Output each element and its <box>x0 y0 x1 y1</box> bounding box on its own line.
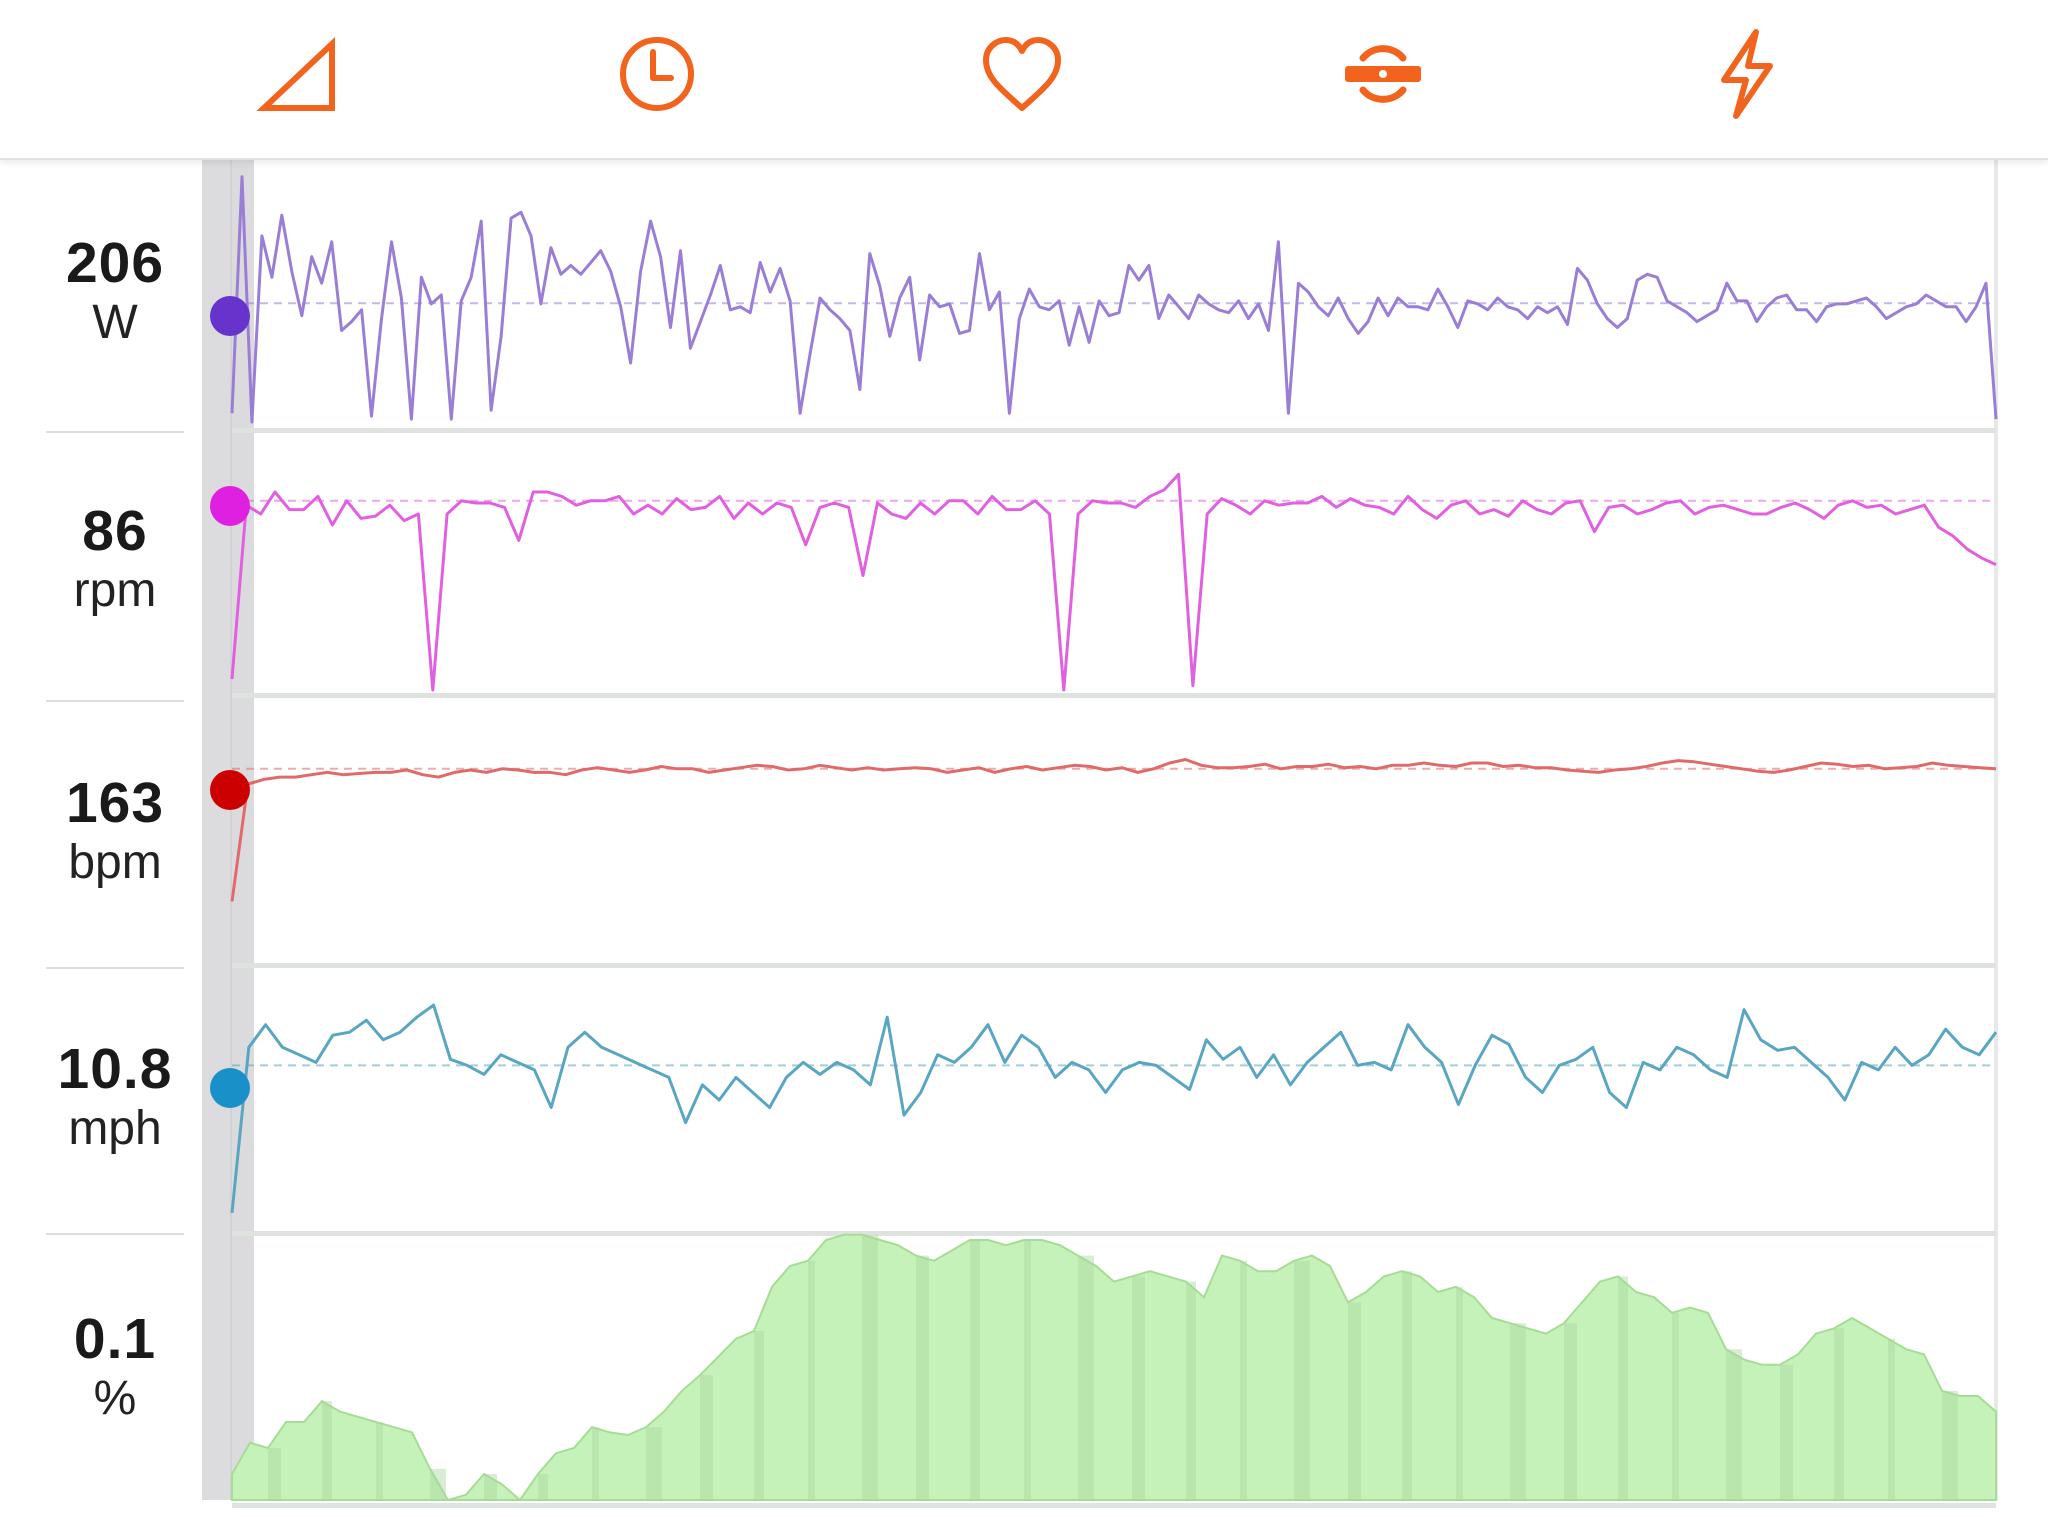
grade-bar <box>970 1240 980 1500</box>
elevation-tab[interactable] <box>228 14 368 134</box>
heart-icon <box>983 37 1061 111</box>
scrubber-track <box>202 160 232 1500</box>
grade-bar <box>700 1375 713 1500</box>
metric-cadence: 86 rpm <box>0 500 230 620</box>
grade-area <box>231 1233 1997 1502</box>
panel-separator <box>232 693 1996 698</box>
metric-speed: 10.8 mph <box>0 1038 230 1158</box>
grade-bar <box>1672 1312 1679 1500</box>
cadence-marker-dot <box>210 486 250 526</box>
divider <box>46 967 184 969</box>
grade-bar <box>1456 1286 1463 1500</box>
grade-bar <box>916 1255 929 1500</box>
grade-bar <box>538 1474 548 1500</box>
grade-bar <box>376 1422 383 1500</box>
divider <box>46 431 184 433</box>
power-marker-dot <box>210 296 250 336</box>
grade-bar <box>322 1401 332 1500</box>
grade-bar <box>1726 1349 1742 1500</box>
speed-marker-dot <box>210 1068 250 1108</box>
grade-bar <box>646 1427 662 1500</box>
grade-bar <box>1024 1240 1031 1500</box>
grade-bar <box>1240 1260 1247 1500</box>
panel-separator <box>232 1503 1996 1508</box>
divider <box>46 1233 184 1235</box>
cadence-tab[interactable] <box>1313 14 1453 134</box>
grade-bar <box>754 1331 764 1500</box>
grade-bar <box>1078 1255 1094 1500</box>
grade-bar <box>1510 1323 1526 1500</box>
panel-separator <box>232 428 1996 433</box>
heart-rate-tab[interactable] <box>952 14 1092 134</box>
grade-bar <box>808 1260 815 1500</box>
power-line <box>230 175 1998 424</box>
grade-bar <box>862 1234 878 1500</box>
power-unit: W <box>92 296 138 349</box>
cadence-line <box>230 472 1997 692</box>
elevation-icon <box>256 37 335 111</box>
heart_rate-marker-dot <box>210 770 250 810</box>
grade-bar <box>1834 1328 1844 1500</box>
metric-labels: 206 W 86 rpm 163 bpm 10.8 mph 0.1 % <box>0 160 200 1500</box>
grade-bar <box>268 1448 281 1500</box>
heart-rate-unit: bpm <box>68 836 162 889</box>
grade-bar <box>1132 1276 1145 1500</box>
metric-grade: 0.1 % <box>0 1308 230 1428</box>
speed-unit: mph <box>68 1102 162 1155</box>
power-icon <box>1721 29 1773 119</box>
grade-bar <box>1402 1271 1412 1500</box>
cadence-value: 86 <box>82 499 148 563</box>
grade-unit: % <box>93 1372 137 1425</box>
heart_rate-line <box>230 758 1997 902</box>
grade-bar <box>1564 1323 1577 1500</box>
grade-bar <box>484 1474 497 1500</box>
grade-bar <box>1942 1390 1958 1500</box>
grade-bar <box>1780 1364 1793 1500</box>
cadence-icon <box>1345 45 1421 103</box>
grade-bar <box>1294 1260 1310 1500</box>
speed-line <box>230 1003 1998 1214</box>
power-tab[interactable] <box>1676 14 1816 134</box>
divider <box>46 700 184 702</box>
grade-bar <box>430 1468 446 1500</box>
chart-right-border <box>1994 160 1998 1500</box>
grade-bar <box>592 1427 599 1500</box>
cadence-unit: rpm <box>73 564 157 617</box>
heart-rate-value: 163 <box>65 771 165 835</box>
time-tab[interactable] <box>587 14 727 134</box>
grade-value: 0.1 <box>73 1307 157 1371</box>
grade-bar <box>1888 1338 1895 1500</box>
grade-bar <box>1618 1276 1628 1500</box>
toolbar <box>0 0 2048 160</box>
metric-power: 206 W <box>0 232 230 352</box>
speed-value: 10.8 <box>57 1037 173 1101</box>
power-value: 206 <box>65 231 165 295</box>
panel-separator <box>232 1231 1996 1236</box>
grade-bar <box>1186 1281 1196 1500</box>
clock-icon <box>620 37 694 111</box>
panel-separator <box>232 963 1996 968</box>
metric-heart-rate: 163 bpm <box>0 772 230 892</box>
grade-bar <box>1348 1302 1361 1500</box>
